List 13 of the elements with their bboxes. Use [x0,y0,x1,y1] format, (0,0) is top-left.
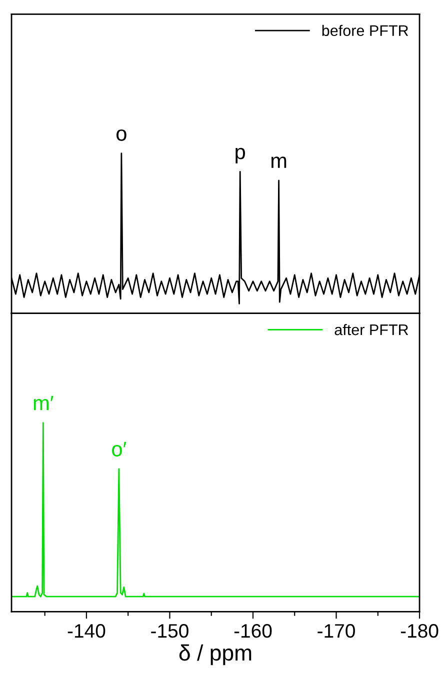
x-tick-label: -140 [68,624,106,638]
x-tick-label: -160 [234,624,272,638]
annotation: o′ [112,442,126,456]
x-axis-title: δ / ppm [179,644,252,666]
legend-label: before PFTR [322,24,408,36]
annotation: m′ [34,396,54,410]
x-tick-label: -180 [400,624,438,638]
annotation: o [116,129,126,141]
annotation: m [272,156,286,168]
x-tick-label: -150 [151,624,188,638]
annotation: p [236,148,246,164]
x-tick-label: -170 [318,624,355,638]
legend-label: after PFTR [334,324,408,336]
